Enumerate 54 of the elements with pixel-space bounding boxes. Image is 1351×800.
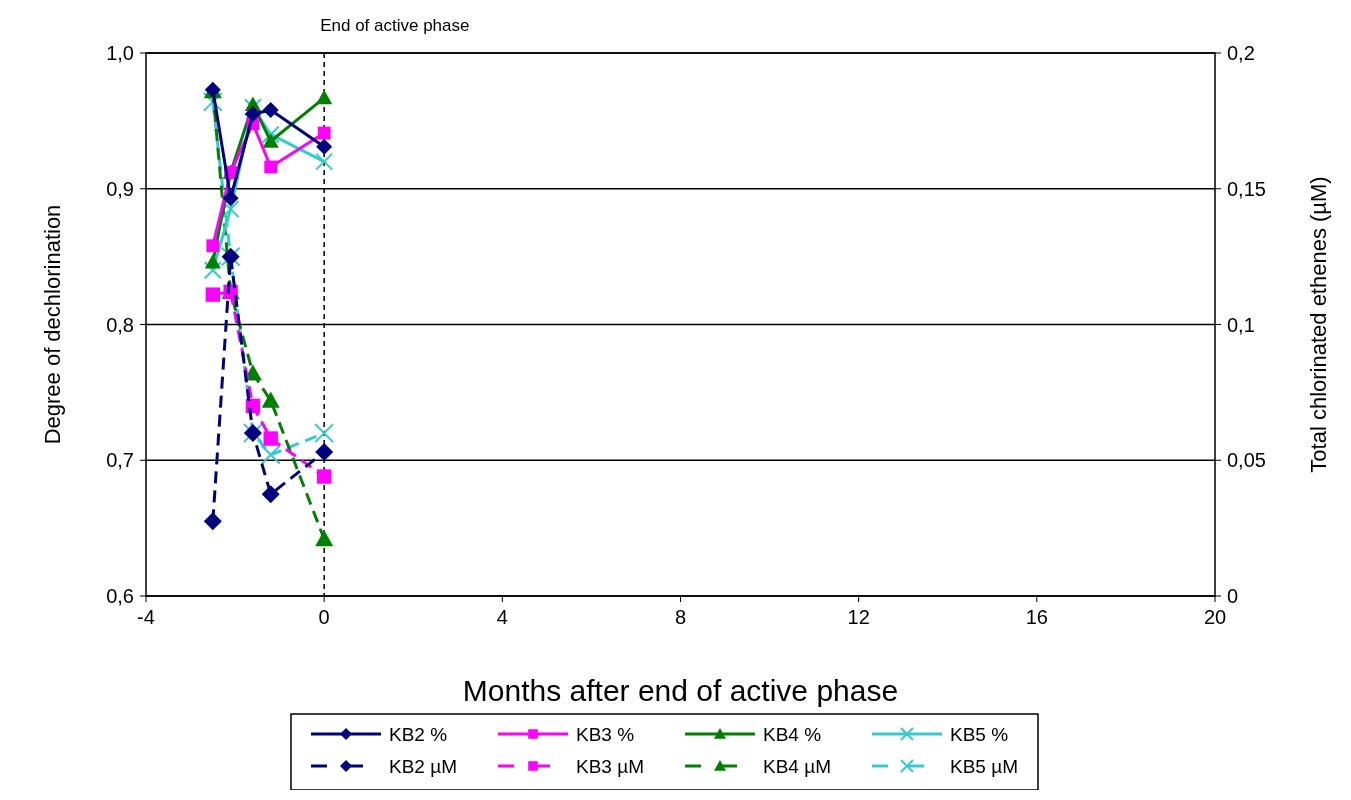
point [261, 125, 280, 144]
point [264, 160, 278, 174]
point [244, 106, 261, 123]
point [206, 239, 220, 253]
y-tick-label: 0,8 [106, 313, 134, 336]
y-tick-label: 1,0 [106, 42, 134, 64]
point [222, 190, 239, 207]
y2-tick-label: 0,05 [1227, 449, 1266, 472]
y2-tick-label: 0,2 [1227, 42, 1255, 64]
point [315, 152, 334, 171]
point [204, 254, 221, 269]
y-axis-title: Degree of dechlorination [40, 204, 65, 445]
ref-line-label: End of active phase [320, 16, 470, 35]
point [316, 138, 333, 155]
point [316, 469, 332, 484]
point [316, 89, 333, 105]
legend-label: KB2 µM [389, 756, 457, 777]
point [202, 91, 223, 112]
x-tick-label: 12 [847, 606, 870, 628]
y2-tick-label: 0 [1227, 585, 1239, 607]
x-axis-title: Months after end of active phase [462, 674, 899, 707]
point [262, 102, 279, 119]
legend-label: KB5 % [950, 724, 1009, 745]
legend-label: KB5 µM [950, 756, 1018, 777]
x-tick-label: 8 [674, 606, 687, 628]
y2-axis-title: Total chlorinated ethenes (µM) [1306, 176, 1331, 473]
legend-label: KB2 % [389, 724, 448, 745]
point [314, 423, 335, 444]
legend-label: KB3 % [576, 724, 635, 745]
legend-label: KB4 % [763, 724, 822, 745]
point [262, 133, 279, 148]
legend-label: KB3 µM [576, 756, 644, 777]
y-tick-label: 0,6 [106, 585, 134, 607]
point [315, 443, 334, 462]
x-tick-label: 20 [1203, 606, 1227, 628]
x-tick-label: -4 [137, 606, 155, 628]
y-tick-label: 0,9 [106, 177, 134, 200]
y2-tick-label: 0,1 [1227, 313, 1255, 336]
point [260, 444, 281, 465]
point [261, 485, 280, 504]
point [261, 391, 280, 408]
point [203, 512, 222, 531]
y2-tick-label: 0,15 [1227, 177, 1266, 200]
point [221, 200, 240, 219]
y-tick-label: 0,7 [106, 449, 134, 472]
x-tick-label: 16 [1025, 606, 1048, 628]
x-tick-label: 4 [496, 606, 508, 628]
point [203, 261, 222, 280]
point [205, 287, 221, 302]
x-tick-label: 0 [318, 606, 330, 628]
point [315, 529, 334, 547]
point [263, 431, 278, 446]
legend-label: KB4 µM [763, 756, 831, 777]
point [317, 126, 331, 140]
